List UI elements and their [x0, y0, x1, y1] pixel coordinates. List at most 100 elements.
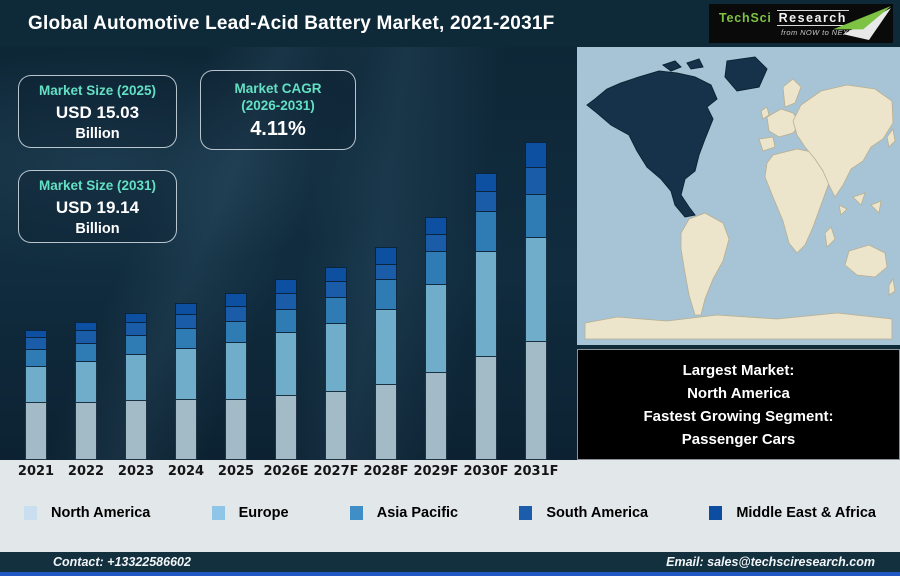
contact-email: Email: sales@techsciresearch.com	[666, 555, 875, 569]
map-north-america-highlight	[586, 56, 768, 218]
market-size-2025-unit: Billion	[75, 125, 120, 142]
bar-segment-north-america	[425, 373, 447, 460]
title-bar: Global Automotive Lead-Acid Battery Mark…	[0, 0, 900, 47]
bar-segment-asia-pacific	[125, 336, 147, 355]
chart-legend: North America Europe Asia Pacific South Ame…	[0, 498, 900, 528]
bar-segment-north-america	[25, 403, 47, 460]
bar-segment-europe	[175, 349, 197, 400]
bottom-accent-strip	[0, 572, 900, 576]
page-title: Global Automotive Lead-Acid Battery Mark…	[28, 12, 555, 34]
bar-segment-asia-pacific	[25, 350, 47, 367]
bar-segment-south-america	[125, 323, 147, 336]
footer-bar: Contact: +13322586602 Email: sales@techs…	[0, 552, 900, 572]
contact-phone: Contact: +13322586602	[53, 555, 191, 569]
bar-segment-middle-east-africa	[125, 313, 147, 323]
bar-2021	[25, 330, 47, 460]
x-axis-label-2022: 2022	[67, 464, 105, 479]
logo-brand-primary: TechSci	[719, 11, 772, 25]
bar-segment-middle-east-africa	[425, 217, 447, 235]
callout-line-2: North America	[687, 384, 790, 402]
market-size-2031-value: USD 19.14	[55, 197, 140, 217]
bar-2022	[75, 322, 97, 460]
bar-2028f	[375, 247, 397, 460]
x-axis-label-2027f: 2027F	[313, 464, 359, 479]
bar-segment-europe	[225, 343, 247, 400]
bar-segment-asia-pacific	[175, 329, 197, 349]
legend-label-north-america: North America	[51, 505, 151, 521]
bar-segment-asia-pacific	[325, 298, 347, 324]
x-axis-label-2021: 2021	[17, 464, 55, 479]
bar-segment-middle-east-africa	[175, 303, 197, 315]
callout-line-4: Passenger Cars	[681, 430, 796, 448]
legend-swatch-middle-east-africa	[709, 506, 723, 520]
legend-label-asia-pacific: Asia Pacific	[376, 505, 459, 521]
bar-segment-north-america	[75, 403, 97, 460]
market-size-2025-box: Market Size (2025) USD 15.03 Billion	[18, 75, 177, 148]
bar-segment-asia-pacific	[275, 310, 297, 333]
right-column: Largest Market: North America Fastest Grow…	[577, 47, 900, 460]
bar-segment-north-america	[475, 357, 497, 460]
bar-segment-middle-east-africa	[75, 322, 97, 331]
bar-segment-middle-east-africa	[225, 293, 247, 307]
bar-segment-middle-east-africa	[375, 247, 397, 265]
x-axis-label-2025: 2025	[217, 464, 255, 479]
x-axis-label-2029f: 2029F	[413, 464, 459, 479]
bar-segment-asia-pacific	[475, 212, 497, 252]
x-axis-label-2030f: 2030F	[463, 464, 509, 479]
bar-segment-middle-east-africa	[525, 142, 547, 168]
market-size-2031-box: Market Size (2031) USD 19.14 Billion	[18, 170, 177, 243]
x-axis-label-2026e: 2026E	[263, 464, 309, 479]
legend-item-europe: Europe	[211, 505, 289, 521]
market-size-2025-value: USD 15.03	[55, 102, 140, 122]
bar-segment-europe	[475, 252, 497, 357]
bar-segment-asia-pacific	[525, 195, 547, 238]
bar-segment-south-america	[175, 315, 197, 329]
bar-segment-asia-pacific	[225, 322, 247, 343]
market-size-2031-label: Market Size (2031)	[38, 177, 157, 193]
bar-segment-europe	[25, 367, 47, 403]
legend-item-middle-east-africa: Middle East & Africa	[709, 505, 876, 521]
legend-item-south-america: South America	[519, 505, 648, 521]
bar-2031f	[525, 142, 547, 460]
logo-tagline: from NOW to NEXT	[781, 28, 854, 37]
market-size-2031-unit: Billion	[75, 220, 120, 237]
bar-2024	[175, 303, 197, 460]
bar-segment-europe	[325, 324, 347, 392]
callout-line-1: Largest Market:	[682, 361, 795, 379]
bar-segment-middle-east-africa	[325, 267, 347, 282]
legend-swatch-north-america	[24, 506, 37, 520]
bar-segment-north-america	[325, 392, 347, 460]
legend-item-asia-pacific: Asia Pacific	[349, 505, 459, 521]
legend-label-europe: Europe	[238, 505, 289, 521]
bar-segment-south-america	[425, 235, 447, 252]
market-size-2025-label: Market Size (2025)	[38, 82, 157, 98]
bar-segment-south-america	[475, 192, 497, 212]
legend-swatch-asia-pacific	[349, 506, 363, 520]
bar-segment-south-america	[25, 338, 47, 350]
bar-2027f	[325, 267, 347, 460]
legend-label-south-america: South America	[546, 505, 649, 521]
bar-2023	[125, 313, 147, 460]
x-axis-label-2028f: 2028F	[363, 464, 409, 479]
bar-segment-asia-pacific	[425, 252, 447, 285]
bar-segment-europe	[425, 285, 447, 373]
market-cagr-box: Market CAGR (2026-2031) 4.11%	[200, 70, 356, 150]
world-map	[577, 47, 900, 345]
axis-and-legend-strip: 2021 2022 2023 2024 2025 2026E 2027F 2028F 2029F…	[0, 460, 900, 552]
bar-segment-middle-east-africa	[475, 173, 497, 192]
bar-segment-south-america	[525, 168, 547, 195]
x-axis-label-2031f: 2031F	[513, 464, 559, 479]
logo-brand-secondary: Research	[776, 10, 849, 26]
bar-2026e	[275, 279, 297, 460]
bar-segment-south-america	[75, 331, 97, 344]
bar-segment-middle-east-africa	[275, 279, 297, 294]
x-axis-label-2023: 2023	[117, 464, 155, 479]
x-axis-label-2024: 2024	[167, 464, 205, 479]
chart-panel: Market Size (2025) USD 15.03 Billion Mar…	[0, 47, 577, 460]
stacked-bar-chart	[0, 47, 577, 460]
bar-2025	[225, 293, 247, 460]
bar-segment-europe	[375, 310, 397, 385]
map-landmasses	[584, 78, 896, 340]
bar-segment-north-america	[525, 342, 547, 460]
